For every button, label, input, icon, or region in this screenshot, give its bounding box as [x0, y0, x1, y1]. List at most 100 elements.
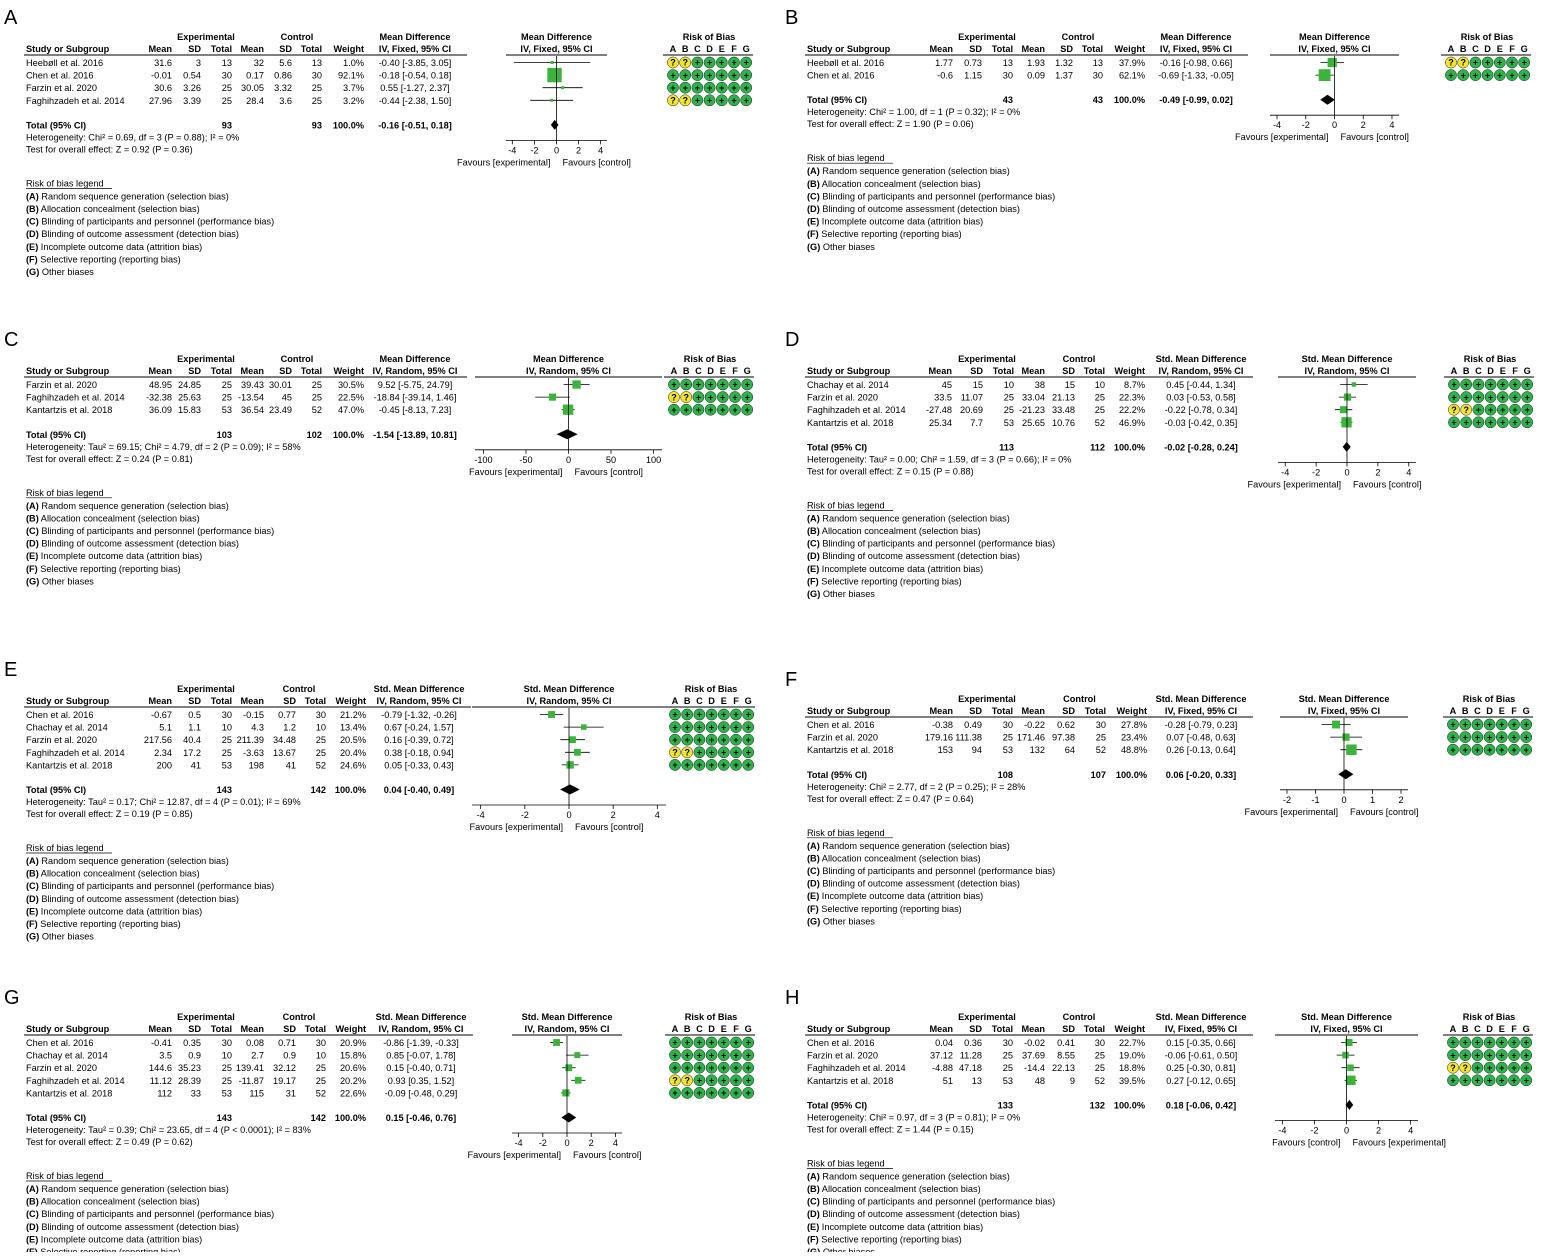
rob-symbol: +: [1463, 720, 1468, 730]
weight-value: 3.2%: [343, 96, 364, 106]
experimental-total: 53: [1003, 1076, 1013, 1086]
weight-box: [547, 67, 562, 83]
low-risk-icon: [669, 1061, 681, 1074]
rob-column-header: A: [1450, 1024, 1457, 1034]
low-risk-icon: [703, 56, 716, 69]
total-column-header: Total: [1084, 366, 1105, 376]
favours-right-label: Favours [control]: [1353, 479, 1421, 489]
low-risk-icon: [1484, 391, 1497, 403]
control-mean: 198: [249, 760, 264, 770]
sd-column-header: SD: [1062, 366, 1075, 376]
low-risk-icon: [1520, 1061, 1533, 1074]
experimental-group-header: Experimental: [958, 32, 1016, 42]
low-risk-icon: [742, 1036, 755, 1049]
control-mean: 36.54: [241, 405, 264, 415]
effect-ci: 0.85 [-0.07, 1.78]: [386, 1051, 455, 1061]
weight-value: 20.2%: [340, 1076, 366, 1086]
pooled-diamond: [550, 119, 559, 130]
rob-column-header: D: [1486, 706, 1493, 716]
low-risk-icon: [1495, 718, 1508, 731]
control-total: 30: [316, 710, 326, 720]
experimental-sd: 40.4: [183, 735, 201, 745]
rob-legend-item: (E) Incomplete outcome data (attrition b…: [807, 891, 983, 901]
experimental-sd: 94: [972, 745, 982, 755]
control-mean: 28.4: [246, 96, 264, 106]
control-group-header: Control: [1063, 694, 1096, 704]
mean-column-header: Mean: [1022, 706, 1046, 716]
rob-symbol: +: [697, 735, 702, 745]
low-risk-icon: [1495, 1049, 1508, 1061]
rob-symbol: +: [685, 722, 690, 732]
x-tick-label: -4: [508, 145, 516, 155]
low-risk-icon: [742, 759, 755, 771]
unclear-risk-icon: [1459, 1061, 1472, 1074]
control-mean: -0.22: [1024, 720, 1045, 730]
pooled-diamond: [1338, 769, 1354, 780]
x-tick-label: -4: [1273, 120, 1281, 130]
low-risk-icon: [669, 1036, 681, 1049]
rob-symbol: ?: [682, 58, 688, 68]
rob-symbol: +: [733, 1050, 738, 1060]
experimental-sd: 0.49: [964, 720, 982, 730]
unclear-risk-icon: [1460, 403, 1473, 416]
rob-symbol: +: [672, 1088, 677, 1098]
rob-column-header: A: [670, 44, 677, 54]
x-tick-label: 0: [554, 145, 559, 155]
effect-ci: 0.93 [0.35, 1.52]: [388, 1076, 454, 1086]
rob-legend-item: (F) Selective reporting (reporting bias): [807, 1234, 962, 1244]
low-risk-icon: [1471, 731, 1484, 743]
experimental-total: 53: [222, 760, 232, 770]
rob-symbol: +: [1464, 392, 1469, 402]
control-sd: 30.01: [269, 380, 292, 390]
rob-symbol: +: [695, 70, 700, 80]
effect-ci: -0.69 [-1.33, -0.05]: [1158, 71, 1234, 81]
weight-value: 20.9%: [340, 1038, 366, 1048]
favours-right-label: Favours [control]: [573, 1150, 641, 1160]
control-sd: 15: [1065, 380, 1075, 390]
rob-legend-title: Risk of bias legend: [26, 178, 104, 188]
rob-symbol: +: [1524, 732, 1529, 742]
experimental-mean: 11.12: [150, 1076, 172, 1086]
rob-symbol: +: [697, 1050, 702, 1060]
total-effect-ci: -1.54 [-13.89, 10.81]: [373, 430, 457, 440]
control-total: 30: [1096, 720, 1106, 730]
low-risk-icon: [1472, 416, 1485, 429]
rob-symbol: +: [697, 760, 702, 770]
low-risk-icon: [669, 721, 681, 733]
rob-symbol: +: [1475, 732, 1480, 742]
control-total: 30: [312, 71, 322, 81]
low-risk-icon: [1520, 1036, 1533, 1049]
x-tick-label: -2: [521, 810, 529, 820]
control-sd: 22.13: [1052, 1063, 1075, 1073]
rob-symbol: +: [697, 1038, 702, 1048]
mean-column-header: Mean: [241, 1024, 265, 1034]
control-total: 25: [1096, 733, 1106, 743]
sd-column-header: SD: [969, 1024, 982, 1034]
x-tick-label: -2: [539, 1138, 547, 1148]
rob-symbol: +: [685, 760, 690, 770]
experimental-total: 10: [1004, 380, 1014, 390]
low-risk-icon: [730, 708, 742, 721]
rob-symbol: +: [1524, 720, 1529, 730]
rob-column-header: D: [708, 1024, 715, 1034]
experimental-sd: 0.35: [183, 1038, 201, 1048]
rob-symbol: +: [697, 1063, 702, 1073]
rob-column-header: D: [1487, 366, 1494, 376]
rob-legend-title: Risk of bias legend: [26, 843, 104, 853]
rob-symbol: +: [1461, 70, 1466, 80]
low-risk-icon: [693, 708, 706, 721]
low-risk-icon: [716, 391, 729, 403]
experimental-mean: -0.41: [151, 1038, 172, 1048]
control-sd: 0.71: [278, 1038, 296, 1048]
low-risk-icon: [728, 81, 740, 94]
experimental-total: 30: [1003, 71, 1013, 81]
rob-symbol: +: [1524, 1063, 1529, 1073]
low-risk-icon: [1509, 378, 1521, 391]
rob-legend-item: (A) Random sequence generation (selectio…: [807, 1171, 1010, 1181]
pooled-diamond: [1320, 94, 1335, 105]
low-risk-icon: [681, 1036, 694, 1049]
weight-box: [1342, 1051, 1349, 1059]
rob-symbol: ?: [682, 96, 688, 106]
total-label: Total (95% CI): [26, 120, 86, 130]
rob-legend-item: (C) Blinding of participants and personn…: [807, 191, 1055, 201]
